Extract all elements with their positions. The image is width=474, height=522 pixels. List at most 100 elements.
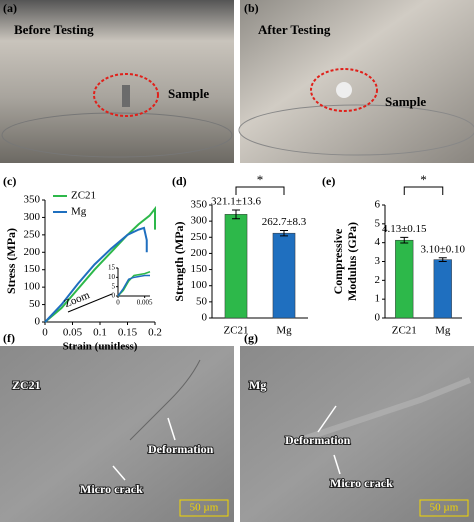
y-tick-label: 200 (24, 246, 41, 258)
plate-edge (238, 104, 474, 156)
x-axis-label: Strain (unitless) (63, 341, 138, 353)
y-tick-label: 150 (191, 263, 208, 275)
y-tick-label: 2 (375, 274, 381, 286)
panel-label: (b) (244, 1, 259, 15)
photo-title: After Testing (258, 22, 331, 37)
bar (395, 239, 414, 319)
value-label: 4.13±0.15 (382, 223, 427, 235)
line-series (117, 274, 150, 297)
y-tick-label: 3 (375, 255, 381, 267)
value-label: 3.10±0.10 (420, 243, 465, 255)
y-tick-label: 100 (191, 279, 208, 291)
scale-box (179, 499, 229, 517)
panel-label: (d) (172, 174, 187, 188)
arrow (67, 293, 113, 313)
significance-mark: * (420, 172, 427, 187)
annotation: Micro crack (80, 482, 143, 496)
significance-bracket (403, 186, 444, 195)
value-label: 262.7±8.3 (262, 216, 307, 228)
significance-bracket (235, 186, 285, 195)
arrow (167, 417, 176, 441)
image-title: Mg (249, 378, 266, 392)
value-label: 321.1±13.6 (211, 195, 262, 207)
y-tick-label: 200 (191, 247, 208, 259)
highlight (93, 73, 159, 117)
scale-bar: 50 µm (430, 502, 459, 514)
y-tick-label: 50 (29, 298, 41, 310)
y-tick-label: 350 (191, 199, 208, 211)
y-tick-label: 50 (196, 295, 208, 307)
panel-label: (g) (244, 331, 258, 345)
bar (224, 214, 248, 319)
y-tick-label: 100 (24, 281, 41, 293)
scale-bar: 50 µm (190, 502, 219, 514)
annotation: Deformation (148, 442, 214, 456)
y-axis-label: Stress (MPa) (4, 228, 18, 294)
error-bar (280, 230, 288, 237)
y-tick-label: 350 (24, 194, 41, 206)
panel-label: (e) (322, 174, 335, 188)
annotation: Sample (385, 94, 426, 109)
y-tick-label: 250 (24, 228, 41, 240)
y-tick-label: 10 (108, 273, 116, 281)
x-tick-label: 0.15 (118, 327, 138, 339)
arrow (317, 405, 337, 433)
error-bar (232, 209, 240, 220)
x-tick-label: ZC21 (392, 325, 417, 337)
sample-shape (336, 82, 352, 98)
texture (299, 377, 472, 443)
y-tick-label: 150 (24, 263, 41, 275)
x-tick-label: Mg (435, 325, 451, 337)
legend-label: Mg (71, 206, 87, 218)
y-axis-label: Compressive (331, 228, 345, 294)
y-tick-label: 15 (108, 264, 116, 272)
annotation: Deformation (285, 433, 351, 447)
photo (240, 0, 474, 163)
panel-label: (f) (3, 331, 15, 345)
y-tick-label: 6 (375, 199, 381, 211)
annotation: Micro crack (330, 476, 393, 490)
panel-label: (a) (3, 1, 17, 15)
y-tick-label: 300 (191, 215, 208, 227)
annotation: Sample (168, 86, 209, 101)
x-tick-label: 0.1 (93, 327, 107, 339)
bar (433, 259, 452, 319)
panel-label: (c) (3, 174, 16, 188)
x-tick-label: Mg (276, 325, 292, 337)
texture (129, 359, 201, 441)
photo-title: Before Testing (14, 22, 94, 37)
error-bar (438, 257, 447, 262)
sample-shape (122, 85, 130, 107)
image-title: ZC21 (12, 378, 41, 392)
arrow (112, 465, 126, 481)
x-tick-label: 0 (42, 327, 48, 339)
y-tick-label: 5 (375, 217, 381, 229)
line-series (44, 205, 156, 323)
line-series (44, 226, 148, 323)
y-tick-label: 0 (112, 292, 116, 300)
x-tick-label: 0.2 (148, 327, 162, 339)
y-tick-label: 0 (375, 312, 381, 324)
significance-mark: * (257, 172, 264, 187)
error-bar (400, 236, 409, 244)
x-tick-label: 0 (116, 299, 120, 307)
plate-edge (1, 112, 233, 158)
highlight (310, 68, 378, 112)
arrow (333, 454, 341, 475)
sem-image (240, 346, 474, 522)
y-tick-label: 0 (35, 316, 41, 328)
photo (0, 0, 234, 163)
x-tick-label: ZC21 (223, 325, 248, 337)
y-tick-label: 5 (112, 282, 116, 290)
y-tick-label: 250 (191, 231, 208, 243)
y-axis-label: Strength (MPa) (172, 221, 186, 301)
scale-box (419, 499, 469, 517)
y-tick-label: 0 (202, 312, 208, 324)
y-axis-label: Modulus (GPa) (345, 222, 359, 301)
x-tick-label: 0.005 (137, 299, 153, 307)
y-tick-label: 300 (24, 211, 41, 223)
y-tick-label: 4 (375, 236, 381, 248)
legend-label: ZC21 (71, 190, 96, 202)
x-tick-label: 0.05 (63, 327, 83, 339)
